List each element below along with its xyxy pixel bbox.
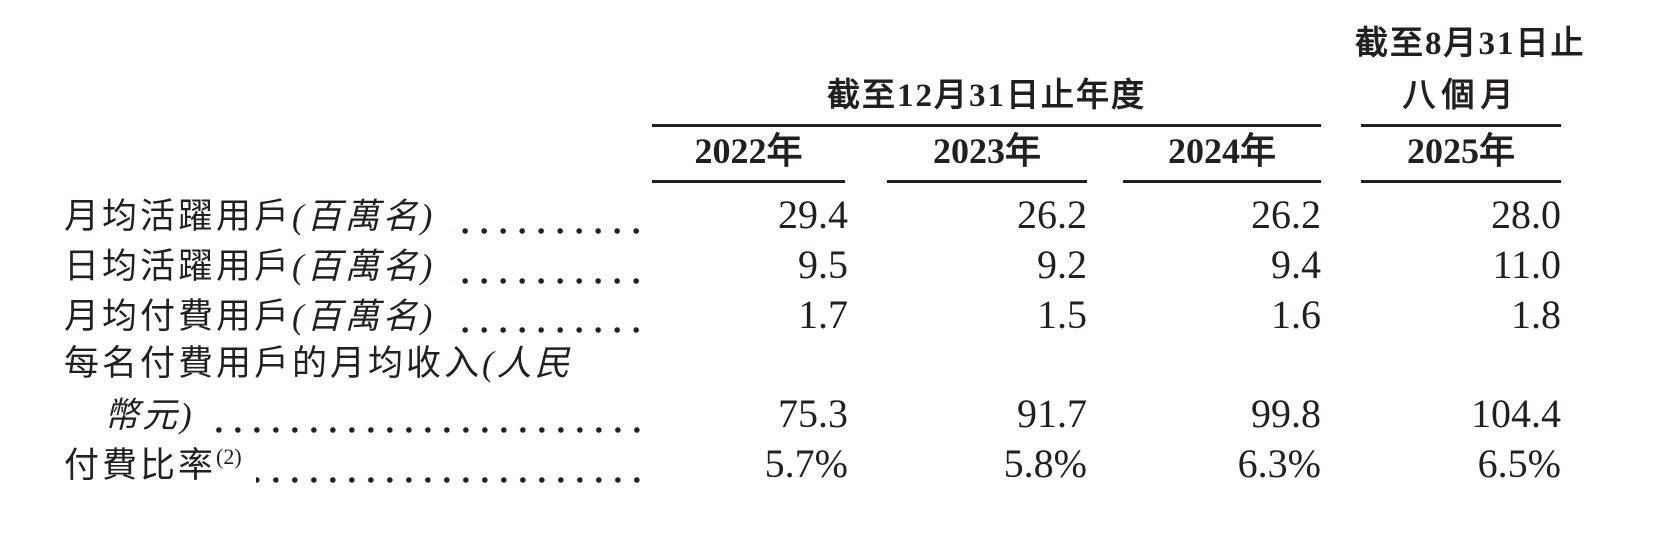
value-2022: 9.5 (798, 241, 848, 287)
year-column-rule-2022 (652, 180, 845, 183)
value-2022: 75.3 (778, 391, 848, 437)
value-2025: 11.0 (1492, 241, 1561, 287)
row-label-unit-note: (百萬名) (292, 197, 436, 236)
dot-leader (255, 473, 648, 486)
table-row-arppu-values: 幣元) 75.3 91.7 99.8 104.4 (64, 389, 1561, 439)
dot-leader (208, 423, 648, 436)
table-row-arppu-label-line1: 每名付費用戶的月均收入 (人民 (64, 339, 1561, 389)
dot-leader (449, 224, 648, 237)
year-header-2024: 2024年 (1167, 131, 1276, 171)
table-row-monthly-paying-users: 月均付費用戶 (百萬名) 1.7 1.5 1.6 1.8 (64, 290, 1561, 340)
row-label: 月均活躍用戶 (64, 197, 293, 236)
column-group-header-annual: 截至12月31日止年度 (827, 78, 1146, 114)
value-2022: 29.4 (778, 192, 848, 237)
value-2023: 1.5 (1037, 291, 1087, 337)
year-header-2025: 2025年 (1406, 131, 1515, 171)
value-2023: 91.7 (1017, 391, 1087, 437)
row-label-box: 日均活躍用戶 (百萬名) (64, 242, 651, 292)
row-label-box: 每名付費用戶的月均收入 (人民 (64, 339, 1561, 389)
year-header-2022: 2022年 (694, 131, 803, 171)
row-label: 月均付費用戶 (64, 296, 293, 336)
value-2022: 1.7 (798, 291, 848, 337)
table-row-paying-ratio: 付費比率 (2) 5.7% 5.8% 6.3% 6.5% (64, 439, 1561, 489)
row-label-box: 月均活躍用戶 (百萬名) (64, 192, 651, 242)
table-body: 月均活躍用戶 (百萬名) 29.4 26.2 26.2 28.0 日均活躍用戶 … (64, 190, 1561, 489)
table-row-monthly-active-users: 月均活躍用戶 (百萬名) 29.4 26.2 26.2 28.0 (64, 190, 1561, 240)
row-label-box: 付費比率 (2) (64, 441, 651, 491)
table-row-daily-active-users: 日均活躍用戶 (百萬名) 9.5 9.2 9.4 11.0 (64, 240, 1561, 290)
value-2024: 26.2 (1251, 192, 1321, 237)
column-group-header-interim-line1: 截至8月31日止 (1355, 26, 1586, 62)
value-2024: 1.6 (1271, 291, 1321, 337)
row-label-box: 幣元) (64, 391, 651, 441)
value-2024: 9.4 (1271, 241, 1321, 287)
value-2025: 28.0 (1491, 192, 1561, 237)
value-2024: 99.8 (1251, 391, 1321, 437)
row-label-unit-note: (百萬名) (292, 296, 436, 336)
value-2025: 6.5% (1477, 440, 1561, 486)
year-header-2023: 2023年 (932, 131, 1041, 171)
row-label: 日均活躍用戶 (64, 246, 293, 286)
value-2025: 1.8 (1511, 291, 1561, 337)
row-label: 每名付費用戶的月均收入 (64, 344, 483, 384)
row-label-unit-note: (人民 (482, 344, 573, 384)
row-label-box: 月均付費用戶 (百萬名) (64, 292, 651, 342)
row-label-unit-note: (百萬名) (292, 246, 436, 286)
annual-group-rule (652, 124, 1321, 127)
year-column-rule-2024 (1123, 180, 1321, 183)
value-2025: 104.4 (1471, 391, 1561, 437)
column-group-header-interim-line2: 八個月 (1402, 78, 1520, 114)
value-2023: 9.2 (1037, 241, 1087, 287)
value-2022: 5.7% (764, 440, 848, 486)
dot-leader (449, 324, 648, 337)
interim-group-rule (1361, 124, 1561, 127)
value-2023: 5.8% (1003, 440, 1087, 486)
year-column-rule-2025 (1361, 180, 1561, 183)
year-column-rule-2023 (887, 180, 1087, 183)
value-2024: 6.3% (1237, 440, 1321, 486)
row-label-unit-note-continued: 幣元) (104, 396, 195, 436)
row-label: 付費比率 (64, 445, 217, 485)
dot-leader (449, 274, 648, 287)
value-2023: 26.2 (1017, 192, 1087, 237)
footnote-marker: (2) (216, 443, 242, 469)
